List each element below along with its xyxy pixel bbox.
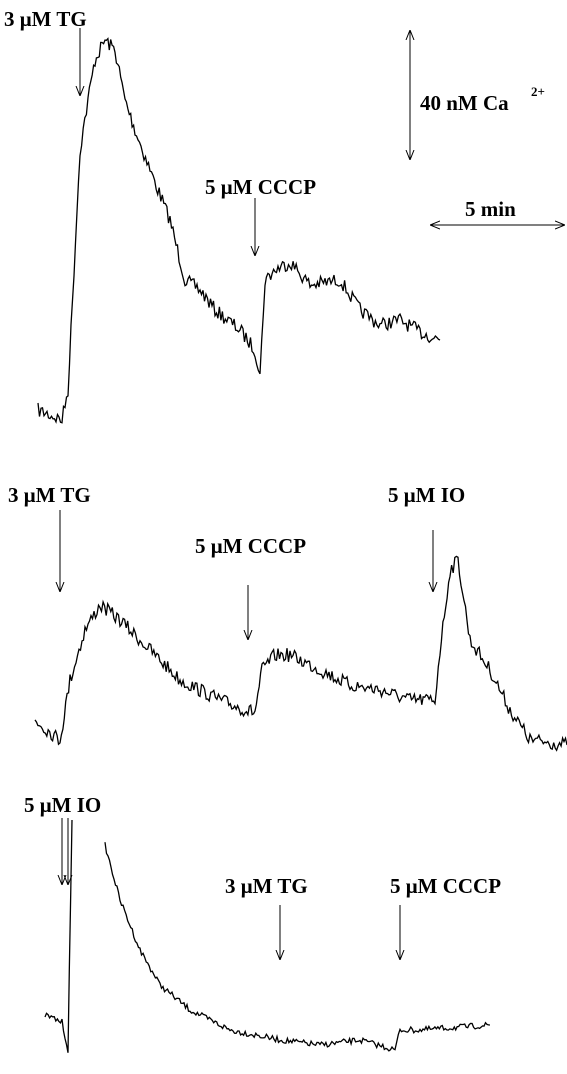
- label: 3 μM TG: [8, 483, 91, 507]
- trace: [44, 819, 491, 1053]
- label: 5 μM IO: [388, 483, 465, 507]
- label: 5 μM IO: [24, 793, 101, 817]
- trace: [37, 37, 441, 424]
- trace: [34, 555, 567, 752]
- scale-label: 5 min: [465, 197, 516, 221]
- scale-label: 40 nM Ca: [420, 91, 509, 115]
- scale-label-superscript: 2+: [531, 84, 545, 99]
- label: 3 μM TG: [4, 7, 87, 31]
- label: 5 μM CCCP: [205, 175, 316, 199]
- label: 5 μM CCCP: [195, 534, 306, 558]
- label: 3 μM TG: [225, 874, 308, 898]
- label: 5 μM CCCP: [390, 874, 501, 898]
